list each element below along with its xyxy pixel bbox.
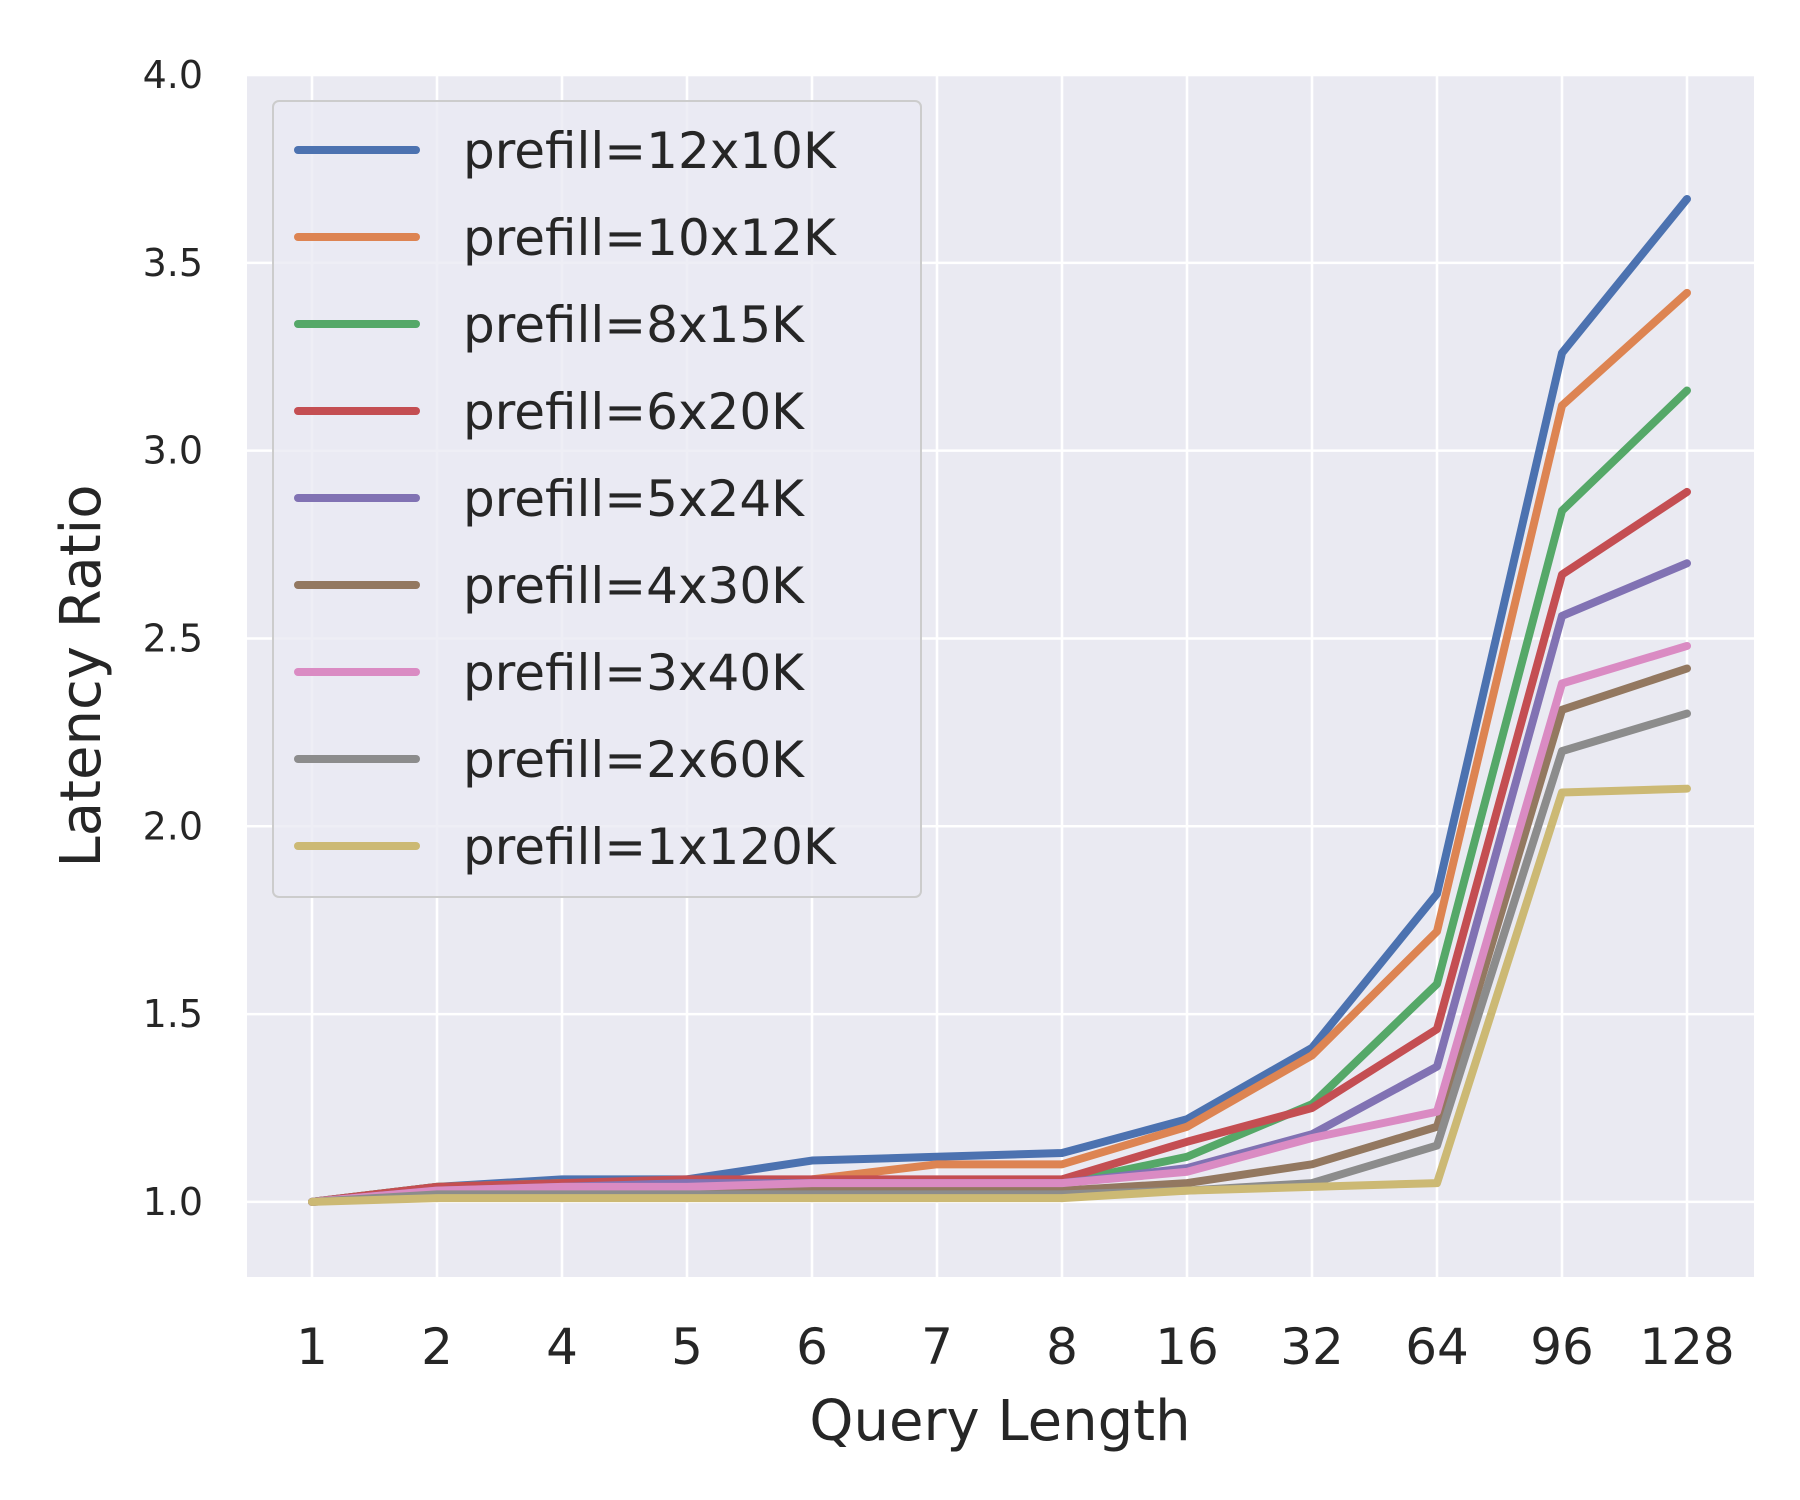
x-tick-label: 7 [921, 1318, 953, 1376]
x-tick-label: 32 [1280, 1318, 1344, 1376]
legend-label: prefill=8x15K [463, 296, 805, 354]
legend-label: prefill=3x40K [463, 644, 805, 702]
y-tick-label: 1.0 [143, 1180, 203, 1224]
y-tick-label: 4.0 [143, 53, 203, 97]
y-tick-label: 2.5 [143, 616, 203, 660]
legend-label: prefill=12x10K [463, 122, 837, 180]
legend-label: prefill=4x30K [463, 557, 805, 615]
legend-label: prefill=2x60K [463, 731, 805, 789]
x-tick-label: 1 [296, 1318, 328, 1376]
legend-label: prefill=1x120K [463, 818, 837, 876]
series-line-6 [308, 641, 1691, 1206]
y-tick-label: 3.0 [143, 429, 203, 473]
y-axis-ticks: 1.0 1.5 2.0 2.5 3.0 3.5 4.0 [143, 53, 203, 1224]
x-tick-label: 8 [1046, 1318, 1078, 1376]
y-axis-label: Latency Ratio [49, 485, 114, 868]
series-lines [308, 194, 1691, 1206]
x-tick-label: 96 [1530, 1318, 1594, 1376]
legend-label: prefill=10x12K [463, 209, 837, 267]
y-tick-label: 2.0 [143, 804, 203, 848]
x-axis-label: Query Length [809, 1389, 1190, 1454]
legend-label: prefill=6x20K [463, 383, 805, 441]
legend-box [272, 100, 922, 898]
x-tick-label: 128 [1639, 1318, 1734, 1376]
y-tick-label: 3.5 [143, 241, 203, 285]
legend-label: prefill=5x24K [463, 470, 805, 528]
y-tick-label: 1.5 [143, 992, 203, 1036]
x-tick-label: 16 [1155, 1318, 1219, 1376]
x-tick-label: 5 [671, 1318, 703, 1376]
legend: prefill=12x10K prefill=10x12K prefill=8x15… [272, 100, 922, 898]
x-tick-label: 4 [546, 1318, 578, 1376]
x-tick-label: 2 [421, 1318, 453, 1376]
x-tick-label: 64 [1405, 1318, 1469, 1376]
series-line-8 [308, 784, 1691, 1206]
x-axis-ticks: 1 2 4 5 6 7 8 16 32 64 96 128 [296, 1318, 1735, 1376]
x-tick-label: 6 [796, 1318, 828, 1376]
